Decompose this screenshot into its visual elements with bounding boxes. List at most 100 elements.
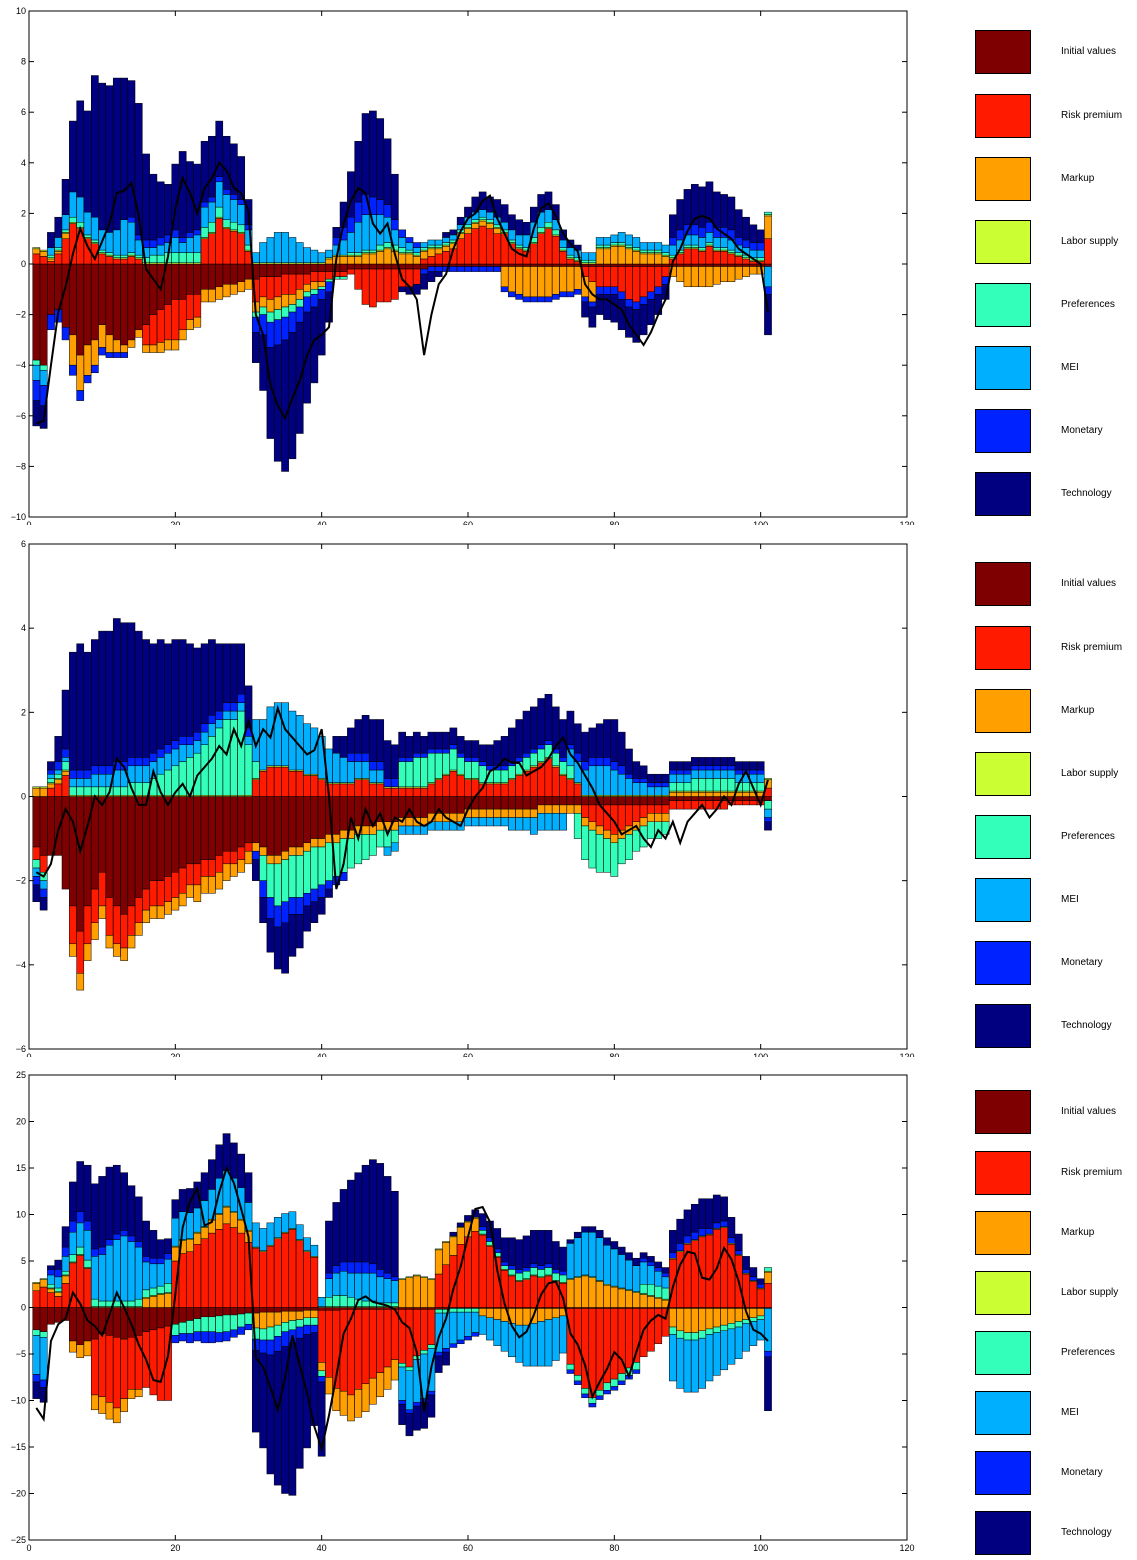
bar-segment (83, 778, 92, 788)
bar-segment (427, 266, 436, 272)
bar-segment (230, 850, 238, 865)
bar-segment (251, 1350, 260, 1433)
bar-segment (69, 120, 77, 193)
bar-segment (625, 1290, 633, 1308)
bar-segment (244, 685, 253, 729)
bar-segment (39, 796, 48, 856)
bar-segment (288, 304, 297, 313)
bar-segment (551, 263, 560, 267)
bar-segment (134, 897, 143, 923)
bar-segment (756, 761, 765, 771)
bar-segment (288, 237, 297, 263)
bar-segment (69, 1231, 77, 1255)
bar-segment (581, 259, 589, 263)
legend-item: Monetary (975, 409, 1137, 453)
bar-segment (273, 796, 282, 856)
bar-segment (76, 1161, 85, 1212)
bar-segment (171, 263, 180, 300)
bar-segment (361, 779, 370, 797)
y-tick-label: −4 (16, 960, 26, 970)
bar-segment (588, 263, 597, 267)
bar-segment (361, 1300, 370, 1307)
bar-segment (420, 258, 428, 265)
legend-item: MEI (975, 878, 1137, 922)
bar-segment (412, 752, 421, 758)
y-tick-label: 10 (16, 1210, 26, 1220)
bar-segment (376, 719, 385, 762)
bar-segment (573, 266, 582, 290)
bar-segment (61, 775, 70, 797)
bar-segment (705, 778, 714, 792)
bar-segment (98, 786, 107, 796)
bar-segment (281, 339, 289, 472)
bar-segment (325, 1307, 333, 1311)
bar-segment (478, 1230, 487, 1235)
x-tick-label: 40 (317, 1052, 327, 1057)
bar-segment (639, 1257, 648, 1263)
bar-segment (391, 829, 399, 844)
bar-segment (412, 757, 421, 788)
bar-segment (273, 1311, 282, 1326)
bar-segment (54, 769, 63, 775)
legend-swatch (975, 1004, 1031, 1048)
bar-segment (142, 1289, 150, 1298)
bar-segment (764, 238, 772, 265)
bar-segment (91, 364, 99, 374)
bar-segment (712, 191, 721, 228)
bar-segment (676, 1308, 685, 1331)
bar-segment (186, 1307, 194, 1321)
bar-segment (398, 247, 406, 253)
legend-item: Technology (975, 472, 1137, 516)
bar-segment (259, 296, 267, 308)
bar-segment (222, 1307, 231, 1316)
bar-segment (727, 769, 736, 779)
chart-panel-bottom: 0 20 40 60 80 100 120 −25 −20 −15 −10 −5 0 5 10 15 20 25 … (0, 1065, 1137, 1555)
bar-segment (676, 782, 685, 792)
bar-segment (647, 242, 655, 251)
bar-segment (639, 804, 648, 818)
bar-segment (215, 1315, 224, 1333)
bar-segment (566, 1279, 575, 1308)
bar-segment (661, 256, 670, 265)
bar-segment (471, 757, 480, 762)
bar-segment (471, 223, 480, 229)
bar-segment (266, 1311, 275, 1328)
bar-segment (361, 761, 370, 779)
bar-segment (690, 1204, 699, 1233)
bar-segment (712, 237, 721, 248)
bar-segment (237, 702, 246, 712)
bar-segment (215, 176, 224, 183)
bar-segment (47, 1274, 55, 1285)
bar-segment (303, 296, 311, 313)
bar-segment (603, 244, 611, 248)
bar-segment (193, 229, 202, 236)
bar-segment (742, 263, 750, 267)
bar-segment (164, 796, 172, 877)
bar-segment (83, 234, 92, 238)
bar-segment (259, 1307, 267, 1313)
bar-segment (727, 1323, 736, 1330)
bar-segment (347, 252, 355, 256)
y-tick-label: 0 (21, 792, 26, 802)
bar-segment (178, 237, 187, 243)
bar-segment (705, 792, 714, 797)
bar-segment (412, 825, 421, 835)
bar-segment (449, 727, 458, 745)
bar-segment (603, 1237, 611, 1246)
bar-segment (530, 808, 538, 818)
bar-segment (54, 253, 63, 265)
bar-segment (339, 263, 348, 272)
bar-segment (690, 800, 699, 810)
bar-segment (222, 228, 231, 265)
bar-segment (142, 1256, 150, 1263)
bar-segment (632, 829, 641, 852)
legend-label: Monetary (1061, 1467, 1103, 1478)
bar-segment (654, 813, 663, 822)
bar-segment (134, 1241, 143, 1248)
y-tick-label: −10 (11, 1396, 26, 1406)
chart-panel-top: 0 20 40 60 80 100 120 −10 −8 −6 −4 −2 0 2 4 6 8 10 Initia… (0, 0, 1137, 530)
bar-segment (376, 761, 385, 771)
bar-segment (149, 314, 158, 346)
bar-segment (149, 263, 158, 315)
bar-segment (588, 765, 597, 796)
